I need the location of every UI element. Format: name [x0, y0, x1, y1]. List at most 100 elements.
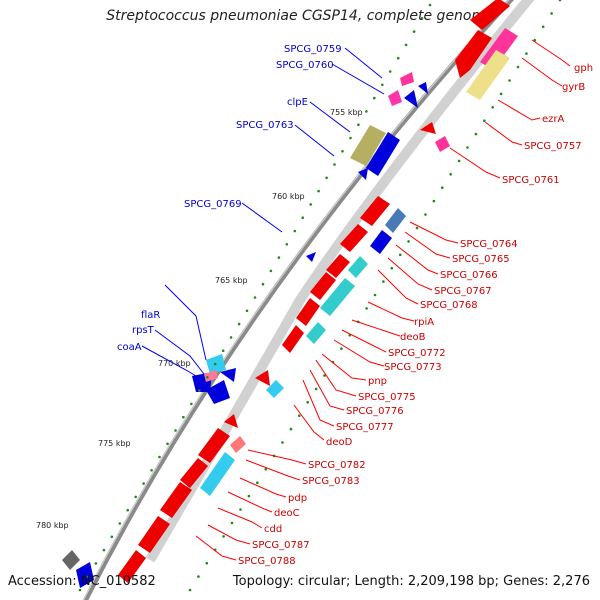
pink-small	[230, 436, 246, 453]
tick-dot	[432, 199, 436, 203]
tick-dot	[247, 494, 251, 498]
topology-summary: Topology: circular; Length: 2,209,198 bp…	[232, 574, 590, 589]
gene-label-spcg-0765: SPCG_0765	[452, 254, 510, 265]
tick-dot	[325, 176, 328, 180]
pink-minus	[204, 370, 218, 382]
gene-label-spcg-0775: SPCG_0775	[358, 392, 416, 403]
pink-marker	[435, 136, 450, 152]
cds-feature	[306, 252, 316, 262]
cds-feature	[326, 254, 350, 278]
tick-dot	[398, 253, 402, 257]
gene-label-spcg-0782: SPCG_0782	[308, 460, 366, 471]
gene-label-spcg-0776: SPCG_0776	[346, 406, 404, 417]
tick-dot	[541, 25, 545, 29]
tick-dot	[264, 468, 268, 471]
cds-feature	[198, 428, 230, 463]
cds-feature	[455, 30, 492, 78]
tick-dot	[188, 588, 192, 592]
cds-feature	[138, 516, 170, 553]
tick-dot	[357, 123, 360, 126]
magenta-small	[388, 90, 402, 106]
gene-label-deoD: deoD	[326, 437, 353, 448]
cyan-block	[306, 322, 326, 344]
tick-dot	[255, 481, 259, 485]
gene-label-pnp: pnp	[368, 376, 387, 387]
tick-dot	[449, 173, 453, 176]
tick-dot	[333, 163, 336, 166]
tick-dot	[381, 83, 384, 87]
gene-label-rpiA: rpiA	[414, 317, 434, 328]
tick-dot	[306, 401, 310, 404]
tick-dot	[281, 441, 284, 444]
cds-feature	[255, 370, 270, 386]
cds-feature	[180, 458, 208, 488]
gene-label-spcg-0787: SPCG_0787	[252, 540, 310, 551]
gene-label-spcg-0777: SPCG_0777	[336, 422, 394, 433]
tick-dot	[197, 575, 200, 578]
tick-dot	[222, 535, 225, 538]
tick-dot	[390, 266, 394, 270]
tick-dot	[205, 561, 209, 565]
tick-dot	[229, 336, 233, 339]
tick-dot	[239, 508, 242, 511]
cds-feature	[118, 550, 146, 583]
tick-dot	[550, 12, 553, 15]
gene-label-spcg-0769: SPCG_0769	[184, 199, 242, 210]
kbp-label: 780 kbp	[36, 521, 69, 530]
tick-dot	[166, 442, 169, 446]
gene-label-flaR: flaR	[141, 310, 160, 321]
tick-dot	[558, 0, 562, 2]
gene-label-gph: gph	[574, 63, 593, 74]
gene-label-spcg-0767: SPCG_0767	[434, 286, 492, 297]
gene-label-rpsT: rpsT	[132, 325, 155, 336]
rna-features	[62, 28, 518, 570]
tick-dot	[253, 296, 257, 299]
gene-label-spcg-0773: SPCG_0773	[384, 362, 442, 373]
tick-dot	[206, 376, 209, 379]
tick-dot	[293, 229, 297, 233]
gene-label-spcg-0766: SPCG_0766	[440, 270, 498, 281]
cds-feature	[360, 196, 390, 226]
tick-dot	[466, 146, 469, 149]
tick-dot	[230, 521, 234, 525]
gene-label-spcg-0760: SPCG_0760	[276, 60, 334, 71]
steelblue-block	[385, 208, 406, 233]
plus-strand-features	[118, 0, 510, 583]
gene-label-spcg-0764: SPCG_0764	[460, 239, 518, 250]
tick-dot	[289, 427, 293, 431]
tick-dot	[323, 374, 326, 377]
tick-dot	[373, 293, 377, 297]
gene-label-deoB: deoB	[400, 332, 426, 343]
tick-dot	[428, 3, 432, 7]
magenta-small	[400, 72, 414, 86]
tick-dot	[110, 535, 114, 539]
cds-feature	[358, 168, 368, 180]
gene-label-spcg-0788: SPCG_0788	[238, 556, 296, 567]
tick-dot	[158, 455, 161, 459]
cds-feature	[310, 272, 336, 300]
cds-feature	[404, 90, 418, 108]
tick-dot	[317, 189, 320, 193]
cds-feature	[296, 298, 320, 326]
kbp-label: 755 kbp	[330, 108, 363, 117]
gene-label-spcg-0772: SPCG_0772	[388, 348, 446, 359]
tick-dot	[424, 213, 427, 216]
tick-dot	[474, 132, 478, 136]
tick-dot	[415, 226, 419, 230]
cds-feature	[206, 380, 230, 404]
ruler-ticks	[78, 0, 562, 592]
tick-dot	[245, 309, 249, 313]
genome-backbone	[82, 0, 515, 600]
tick-dot	[382, 280, 385, 283]
left-leader-lines	[141, 47, 385, 377]
tick-dot	[365, 307, 368, 310]
cds-feature	[160, 482, 192, 518]
tick-dot	[261, 282, 265, 286]
tick-dot	[491, 106, 495, 109]
map-title: Streptococcus pneumoniae CGSP14, complet…	[106, 8, 494, 24]
tick-dot	[457, 159, 461, 163]
cds-feature	[76, 562, 94, 588]
genome-backbone-highlight	[82, 0, 510, 600]
